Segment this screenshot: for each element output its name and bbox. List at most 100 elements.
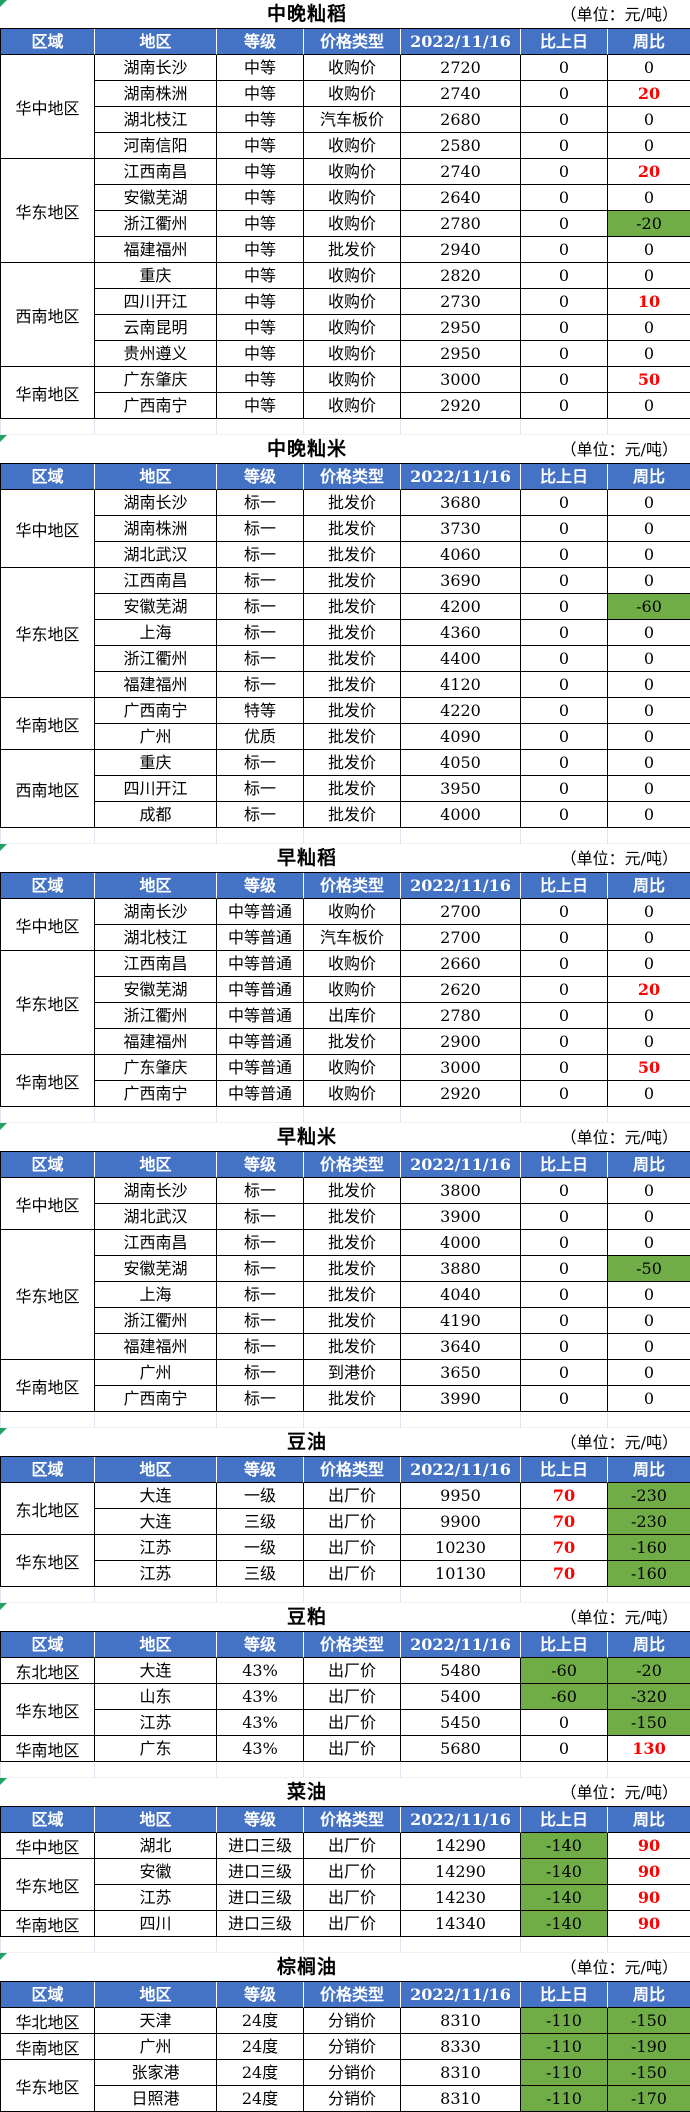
day-change-cell: 0 bbox=[521, 1204, 608, 1230]
price-type-cell: 出厂价 bbox=[304, 1684, 401, 1710]
grade-cell: 中等普通 bbox=[217, 977, 304, 1003]
grade-cell: 三级 bbox=[217, 1561, 304, 1587]
week-change-cell: 0 bbox=[608, 393, 690, 419]
region-cell: 华南地区 bbox=[1, 1055, 95, 1107]
table-title-row: 菜油 （单位：元/吨） bbox=[0, 1778, 690, 1807]
price-table: 区域 地区 等级 价格类型 2022/11/16 比上日 周比 华中地区 湖南长沙 中等普通 收购价… bbox=[0, 873, 690, 1107]
price-type-cell: 收购价 bbox=[304, 341, 401, 367]
week-change-cell: 0 bbox=[608, 516, 690, 542]
area-cell: 云南昆明 bbox=[95, 315, 217, 341]
price-cell: 3640 bbox=[401, 1334, 521, 1360]
week-change-cell: 90 bbox=[608, 1885, 690, 1911]
column-header: 2022/11/16 bbox=[401, 29, 521, 55]
price-type-cell: 收购价 bbox=[304, 951, 401, 977]
price-type-cell: 批发价 bbox=[304, 1204, 401, 1230]
price-cell: 4090 bbox=[401, 724, 521, 750]
grade-cell: 优质 bbox=[217, 724, 304, 750]
week-change-cell: -150 bbox=[608, 2008, 690, 2034]
region-cell: 华东地区 bbox=[1, 951, 95, 1055]
price-cell: 8330 bbox=[401, 2034, 521, 2060]
unit-label: （单位：元/吨） bbox=[560, 440, 678, 459]
area-cell: 广西南宁 bbox=[95, 1081, 217, 1107]
region-cell: 华东地区 bbox=[1, 159, 95, 263]
price-cell: 14290 bbox=[401, 1859, 521, 1885]
day-change-cell: 0 bbox=[521, 750, 608, 776]
table-title: 中晚籼稻 bbox=[266, 3, 347, 25]
area-cell: 湖南长沙 bbox=[95, 899, 217, 925]
area-cell: 湖北 bbox=[95, 1833, 217, 1859]
price-cell: 2700 bbox=[401, 899, 521, 925]
area-cell: 广东肇庆 bbox=[95, 1055, 217, 1081]
day-change-cell: 0 bbox=[521, 1055, 608, 1081]
price-type-cell: 收购价 bbox=[304, 315, 401, 341]
column-header: 价格类型 bbox=[304, 29, 401, 55]
area-cell: 湖北武汉 bbox=[95, 542, 217, 568]
price-cell: 2620 bbox=[401, 977, 521, 1003]
price-cell: 2950 bbox=[401, 341, 521, 367]
grade-cell: 24度 bbox=[217, 2008, 304, 2034]
column-header: 区域 bbox=[1, 1152, 95, 1178]
price-cell: 4000 bbox=[401, 1230, 521, 1256]
week-change-cell: 0 bbox=[608, 750, 690, 776]
day-change-cell: 0 bbox=[521, 1308, 608, 1334]
price-cell: 8310 bbox=[401, 2008, 521, 2034]
spacer-row bbox=[0, 1412, 690, 1428]
grade-cell: 进口三级 bbox=[217, 1885, 304, 1911]
price-cell: 4220 bbox=[401, 698, 521, 724]
column-header: 周比 bbox=[608, 464, 690, 490]
price-cell: 4050 bbox=[401, 750, 521, 776]
price-cell: 3730 bbox=[401, 516, 521, 542]
region-cell: 华南地区 bbox=[1, 1736, 95, 1762]
spacer-row bbox=[0, 419, 690, 435]
day-change-cell: 0 bbox=[521, 776, 608, 802]
week-change-cell: 0 bbox=[608, 1003, 690, 1029]
day-change-cell: 0 bbox=[521, 1029, 608, 1055]
day-change-cell: -110 bbox=[521, 2008, 608, 2034]
grade-cell: 进口三级 bbox=[217, 1911, 304, 1937]
column-header: 地区 bbox=[95, 1807, 217, 1833]
area-cell: 四川开江 bbox=[95, 289, 217, 315]
day-change-cell: 0 bbox=[521, 594, 608, 620]
week-change-cell: 0 bbox=[608, 1081, 690, 1107]
area-cell: 广州 bbox=[95, 1360, 217, 1386]
column-header: 等级 bbox=[217, 1632, 304, 1658]
unit-label: （单位：元/吨） bbox=[560, 1783, 678, 1802]
price-type-cell: 批发价 bbox=[304, 1282, 401, 1308]
price-table: 区域 地区 等级 价格类型 2022/11/16 比上日 周比 华北地区 天津 24度 分销价 831… bbox=[0, 1982, 690, 2112]
grade-cell: 标一 bbox=[217, 568, 304, 594]
area-cell: 福建福州 bbox=[95, 672, 217, 698]
price-cell: 3000 bbox=[401, 367, 521, 393]
column-header: 区域 bbox=[1, 29, 95, 55]
grade-cell: 一级 bbox=[217, 1483, 304, 1509]
column-header: 等级 bbox=[217, 1152, 304, 1178]
week-change-cell: 0 bbox=[608, 55, 690, 81]
grade-cell: 标一 bbox=[217, 1360, 304, 1386]
day-change-cell: 0 bbox=[521, 263, 608, 289]
week-change-cell: 0 bbox=[608, 776, 690, 802]
region-cell: 西南地区 bbox=[1, 750, 95, 828]
price-cell: 3680 bbox=[401, 490, 521, 516]
spacer-cell bbox=[1, 419, 95, 435]
area-cell: 广西南宁 bbox=[95, 393, 217, 419]
column-header: 地区 bbox=[95, 29, 217, 55]
price-cell: 4200 bbox=[401, 594, 521, 620]
price-cell: 8310 bbox=[401, 2086, 521, 2112]
spacer-cell bbox=[304, 1937, 401, 1953]
day-change-cell: -110 bbox=[521, 2034, 608, 2060]
column-header: 地区 bbox=[95, 873, 217, 899]
price-type-cell: 收购价 bbox=[304, 977, 401, 1003]
price-type-cell: 出厂价 bbox=[304, 1911, 401, 1937]
column-header: 区域 bbox=[1, 1632, 95, 1658]
price-type-cell: 收购价 bbox=[304, 1055, 401, 1081]
area-cell: 广州 bbox=[95, 2034, 217, 2060]
area-cell: 安徽 bbox=[95, 1859, 217, 1885]
region-cell: 华南地区 bbox=[1, 367, 95, 419]
price-type-cell: 收购价 bbox=[304, 289, 401, 315]
column-header: 等级 bbox=[217, 873, 304, 899]
price-table-section: 早籼稻 （单位：元/吨） 区域 地区 等级 价格类型 2022/11/16 比上日 周比 华中地区… bbox=[0, 844, 690, 1107]
green-corner-icon bbox=[0, 1778, 7, 1785]
price-cell: 8310 bbox=[401, 2060, 521, 2086]
grade-cell: 三级 bbox=[217, 1509, 304, 1535]
unit-label: （单位：元/吨） bbox=[560, 1608, 678, 1627]
table-title: 棕榈油 bbox=[276, 1956, 337, 1978]
